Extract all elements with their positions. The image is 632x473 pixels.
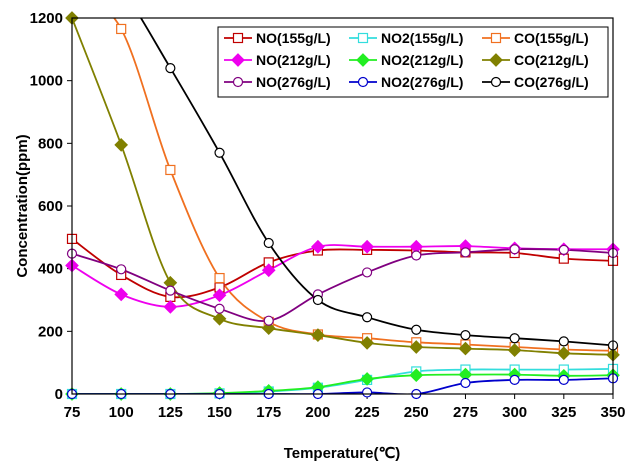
series-6-point bbox=[361, 267, 373, 278]
legend-marker bbox=[232, 32, 244, 44]
legend-label: CO(276g/L) bbox=[514, 74, 589, 90]
y-tick-label: 1200 bbox=[30, 10, 63, 27]
legend-box bbox=[217, 26, 609, 98]
series-5-point bbox=[114, 138, 129, 152]
series-3-point bbox=[360, 239, 374, 254]
series-3-point bbox=[212, 288, 227, 303]
x-tick-label: 275 bbox=[453, 404, 478, 421]
legend-marker bbox=[357, 76, 369, 88]
x-tick-label: 175 bbox=[256, 404, 281, 421]
series-2-point bbox=[214, 272, 225, 284]
y-tick-label: 200 bbox=[38, 323, 63, 340]
series-5-point bbox=[261, 321, 276, 336]
series-6-point bbox=[263, 315, 274, 326]
series-8-point bbox=[558, 336, 569, 347]
series-5-point bbox=[212, 311, 227, 326]
x-tick-label: 75 bbox=[64, 404, 81, 421]
x-tick-label: 250 bbox=[404, 404, 429, 421]
y-tick-label: 800 bbox=[38, 135, 63, 152]
x-tick-label: 350 bbox=[600, 404, 625, 421]
series-8-point bbox=[165, 63, 176, 74]
legend-label: NO(155g/L) bbox=[256, 30, 331, 46]
series-5-point bbox=[556, 346, 571, 361]
series-3-point bbox=[163, 300, 178, 314]
legend-label: NO2(276g/L) bbox=[381, 74, 463, 90]
series-6-point bbox=[116, 264, 127, 275]
series-2-point bbox=[165, 164, 176, 176]
x-tick-label: 100 bbox=[109, 404, 134, 421]
series-6-point bbox=[509, 244, 520, 255]
x-axis: 75 100 125 150 175 200 225 250 275 300 325 350 bbox=[64, 394, 626, 421]
legend-marker bbox=[356, 53, 370, 67]
series-3-point bbox=[311, 239, 325, 254]
legend-marker bbox=[357, 32, 369, 44]
series-6-point bbox=[214, 303, 225, 314]
y-tick-label: 1000 bbox=[30, 73, 63, 90]
x-axis-title: Temperature(℃) bbox=[284, 445, 401, 462]
series-5-point bbox=[458, 341, 473, 356]
legend-label: NO(276g/L) bbox=[256, 74, 331, 90]
x-tick-label: 225 bbox=[355, 404, 380, 421]
series-7-point bbox=[361, 387, 373, 398]
plot-frame bbox=[71, 17, 614, 395]
series-7-point bbox=[558, 374, 569, 385]
legend-label: CO(155g/L) bbox=[514, 30, 589, 46]
y-tick-label: 0 bbox=[55, 386, 63, 403]
x-tick-label: 325 bbox=[551, 404, 576, 421]
series-3-point bbox=[261, 263, 276, 278]
legend-label: CO(212g/L) bbox=[514, 52, 589, 68]
legend-label: NO2(155g/L) bbox=[381, 30, 463, 46]
series-4-point bbox=[360, 372, 374, 386]
x-tick-label: 200 bbox=[305, 404, 330, 421]
series-5-point bbox=[507, 343, 522, 357]
x-tick-label: 125 bbox=[158, 404, 183, 421]
legend-marker bbox=[490, 76, 502, 88]
series-7-point bbox=[509, 374, 520, 385]
series-8-point bbox=[263, 237, 274, 249]
series-8-point bbox=[460, 329, 471, 341]
series-8-point bbox=[411, 324, 422, 335]
series-3-point bbox=[114, 287, 129, 302]
series-5-point bbox=[360, 336, 374, 350]
series-5-point bbox=[311, 328, 325, 342]
series-8-point bbox=[214, 147, 225, 158]
legend-label: NO(212g/L) bbox=[256, 52, 331, 68]
legend-label: NO2(212g/L) bbox=[381, 52, 463, 68]
y-axis: 0 200 400 600 800 1000 1200 bbox=[30, 10, 72, 403]
series-6-point bbox=[558, 244, 569, 255]
x-tick-label: 300 bbox=[502, 404, 527, 421]
series-8-point bbox=[312, 294, 324, 306]
x-tick-label: 150 bbox=[207, 404, 232, 421]
series-6-point bbox=[411, 250, 422, 261]
series-6-point bbox=[165, 285, 176, 296]
legend: NO(155g/L) NO2(155g/L) CO(155g/L) NO(212g/L… bbox=[217, 26, 609, 98]
legend-marker bbox=[231, 53, 245, 67]
legend-marker bbox=[232, 76, 244, 88]
series-5-point bbox=[409, 340, 424, 354]
legend-marker bbox=[490, 32, 502, 44]
y-axis-title: Concentration(ppm) bbox=[14, 134, 31, 277]
series-2-point bbox=[116, 23, 127, 35]
series-8-point bbox=[509, 333, 520, 344]
series-6-point bbox=[460, 247, 471, 258]
legend-marker bbox=[489, 53, 503, 67]
y-tick-label: 400 bbox=[38, 261, 63, 278]
series-7-point bbox=[460, 377, 471, 389]
y-tick-label: 600 bbox=[38, 198, 63, 215]
series-8-point bbox=[361, 312, 373, 323]
series-4-point bbox=[409, 368, 424, 383]
